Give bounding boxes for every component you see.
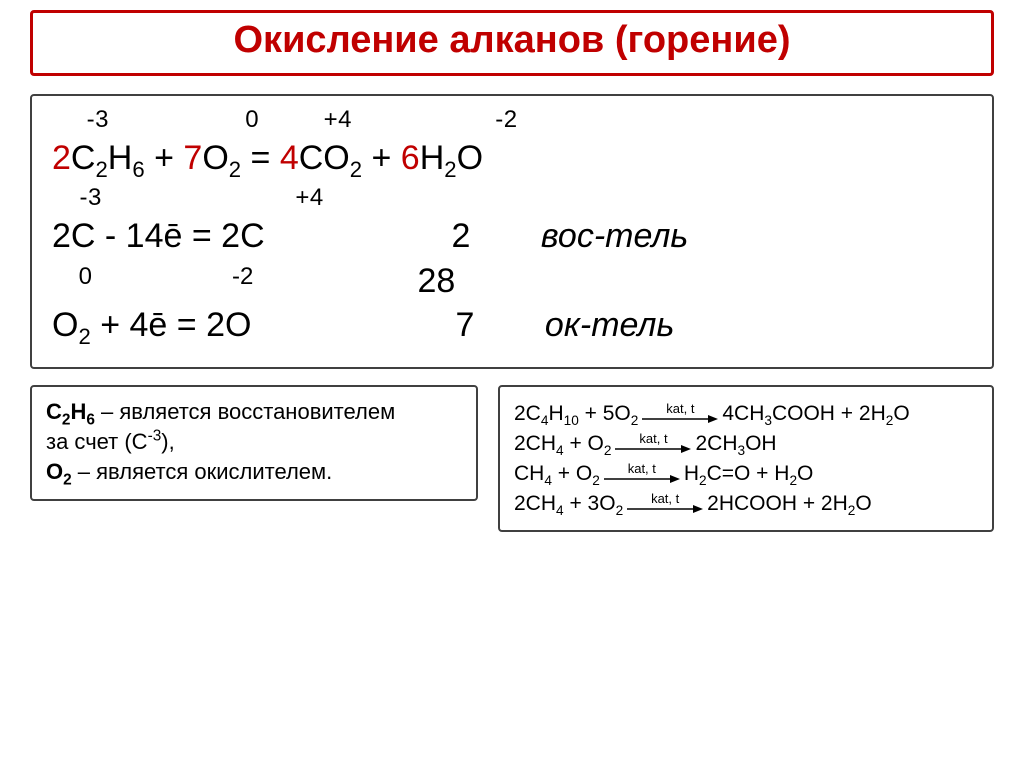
slide-title: Окисление алканов (горение) bbox=[234, 19, 791, 61]
note-formula-2: О2 bbox=[46, 459, 72, 484]
product-2: H2O bbox=[420, 139, 483, 177]
plus-2: + bbox=[362, 139, 401, 177]
half2-role: ок-тель bbox=[545, 306, 674, 344]
product-1: CO2 bbox=[299, 139, 362, 177]
note-sup: -3 bbox=[148, 428, 162, 445]
arrow-icon bbox=[615, 443, 691, 455]
plus-1: + bbox=[145, 139, 184, 177]
lcm-value: 28 bbox=[417, 262, 455, 300]
combustion-equation: 2C2H6 + 7O2 = 4CO2 + 6H2O bbox=[52, 138, 972, 179]
rx3-right: H2C=O + H2O bbox=[684, 463, 814, 484]
half1-role: вос-тель bbox=[541, 217, 688, 255]
bottom-row: С2Н6 – является восстановителем за счет … bbox=[30, 385, 994, 532]
coeff-3: 4 bbox=[280, 139, 299, 177]
reagent-2: O2 bbox=[202, 139, 241, 177]
middle-row: 0 -2 28 bbox=[52, 263, 972, 300]
rx4-right: 2HCOOH + 2H2O bbox=[707, 493, 872, 514]
half2-multiplier: 7 bbox=[451, 305, 535, 346]
arrow-1: kat, t bbox=[642, 402, 718, 425]
note-line2-post: ), bbox=[161, 429, 174, 454]
catalytic-reactions-box: 2C4H10 + 5O2 kat, t 4CH3COOH + 2H2O 2CH4… bbox=[498, 385, 994, 532]
note-line2-pre: за счет (С bbox=[46, 429, 148, 454]
half-reaction-2: O2 + 4ē = 2O 7 ок-тель bbox=[52, 305, 972, 346]
half1-left: 2C - 14ē = 2C bbox=[52, 216, 442, 257]
arrow-icon bbox=[604, 473, 680, 485]
reaction-row-2: 2CH4 + O2 kat, t 2CH3OH bbox=[514, 432, 978, 455]
rx1-left: 2C4H10 + 5O2 bbox=[514, 403, 638, 424]
note-box: С2Н6 – является восстановителем за счет … bbox=[30, 385, 478, 500]
arrow-icon bbox=[627, 503, 703, 515]
main-equation-box: -3 0 +4 -2 2C2H6 + 7O2 = 4CO2 + 6H2O -3 … bbox=[30, 94, 994, 370]
half1-multiplier: 2 bbox=[451, 216, 531, 257]
rx3-left: CH4 + O2 bbox=[514, 463, 600, 484]
note-line1: – является восстановителем bbox=[95, 399, 395, 424]
coeff-2: 7 bbox=[183, 139, 202, 177]
title-box: Окисление алканов (горение) bbox=[30, 10, 994, 76]
reaction-row-3: CH4 + O2 kat, t H2C=O + H2O bbox=[514, 462, 978, 485]
reaction-row-1: 2C4H10 + 5O2 kat, t 4CH3COOH + 2H2O bbox=[514, 402, 978, 425]
coeff-4: 6 bbox=[401, 139, 420, 177]
reagent-1: C2H6 bbox=[71, 139, 145, 177]
note-line3: – является окислителем. bbox=[72, 459, 333, 484]
half-reaction-2-ox: 0 -2 bbox=[52, 264, 408, 290]
arrow-icon bbox=[642, 413, 718, 425]
oxidation-states-top: -3 0 +4 -2 bbox=[58, 106, 972, 134]
coeff-1: 2 bbox=[52, 139, 71, 177]
arrow-3: kat, t bbox=[604, 462, 680, 485]
half-reaction-1-ox: -3 +4 bbox=[58, 184, 972, 212]
equals: = bbox=[241, 139, 280, 177]
rx2-left: 2CH4 + O2 bbox=[514, 433, 611, 454]
reaction-row-4: 2CH4 + 3O2 kat, t 2HCOOH + 2H2O bbox=[514, 492, 978, 515]
slide: Окисление алканов (горение) -3 0 +4 -2 2… bbox=[0, 0, 1024, 767]
half-reaction-1: 2C - 14ē = 2C 2 вос-тель bbox=[52, 216, 972, 257]
note-formula-1: С2Н6 bbox=[46, 399, 95, 424]
arrow-2: kat, t bbox=[615, 432, 691, 455]
rx1-right: 4CH3COOH + 2H2O bbox=[722, 403, 909, 424]
rx2-right: 2CH3OH bbox=[695, 433, 776, 454]
rx4-left: 2CH4 + 3O2 bbox=[514, 493, 623, 514]
arrow-4: kat, t bbox=[627, 492, 703, 515]
half2-left: O2 + 4ē = 2O bbox=[52, 305, 442, 346]
